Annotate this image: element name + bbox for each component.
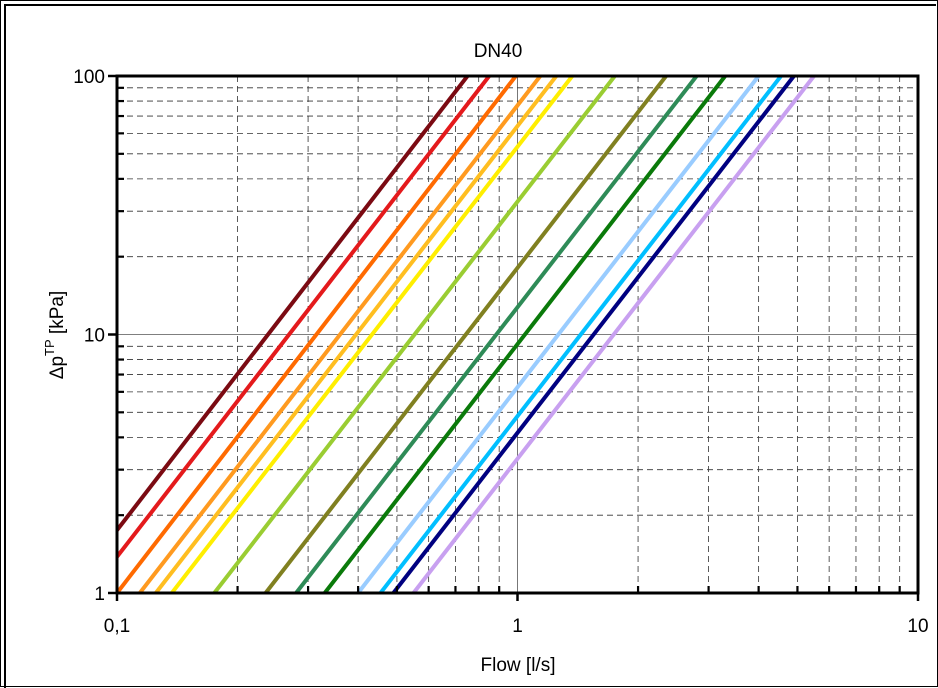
series-line xyxy=(117,76,491,559)
series-line xyxy=(212,76,617,593)
inner-border xyxy=(4,4,936,688)
grid-lines xyxy=(116,76,918,594)
series-line xyxy=(154,76,558,593)
series-line xyxy=(294,76,699,593)
series-line xyxy=(356,76,761,593)
series-line xyxy=(411,76,816,593)
y-tick-label: 10 xyxy=(84,326,105,347)
y-axis-label-superscript: TP xyxy=(42,339,57,356)
x-tick-label: 0,1 xyxy=(104,616,130,637)
series-line xyxy=(264,76,668,593)
series-line xyxy=(391,76,796,593)
series-line xyxy=(138,76,542,593)
y-axis-label: ΔpTP [kPa] xyxy=(42,291,68,379)
series-line xyxy=(323,76,727,593)
chart-title: DN40 xyxy=(474,41,523,62)
x-tick-label: 10 xyxy=(907,616,928,637)
y-axis-label-unit: [kPa] xyxy=(47,291,68,340)
y-axis-label-base: Δp xyxy=(47,356,68,379)
x-axis-label: Flow [l/s] xyxy=(481,655,556,676)
tick-labels: 0,1 1 10 1 10 100 xyxy=(73,67,928,637)
series-line xyxy=(117,76,518,593)
y-tick-label: 1 xyxy=(94,584,105,605)
axis-ticks xyxy=(108,74,920,601)
x-tick-label: 1 xyxy=(512,616,523,637)
series-line xyxy=(170,76,574,593)
series-lines xyxy=(117,76,816,593)
series-line xyxy=(117,76,470,532)
series-line xyxy=(378,76,783,593)
y-tick-label: 100 xyxy=(73,67,105,88)
